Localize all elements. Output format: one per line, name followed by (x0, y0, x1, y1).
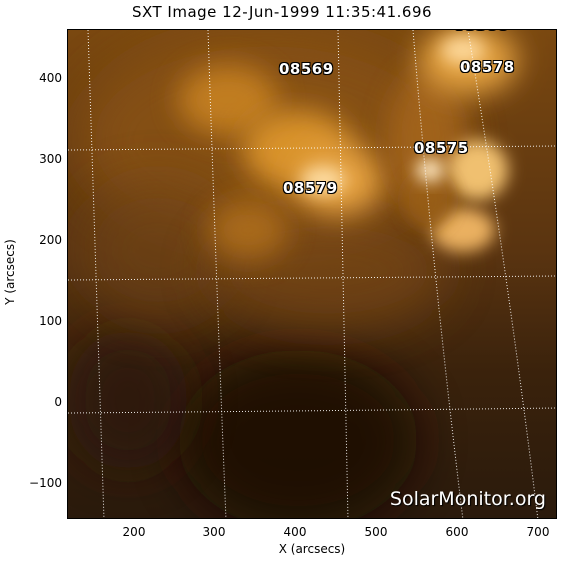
solar-image-panel: 08569 08578 08575 08579 08566 SolarMonit… (67, 29, 557, 519)
solarmonitor-watermark: SolarMonitor.org (389, 488, 546, 510)
x-tick-label: 500 (364, 525, 388, 539)
x-tick-label: 400 (283, 525, 307, 539)
x-tick-label: 200 (122, 525, 146, 539)
y-tick-label: −100 (29, 476, 62, 490)
image-title: SXT Image 12-Jun-1999 11:35:41.696 (131, 3, 433, 21)
x-axis-label: X (arcsecs) (278, 542, 346, 556)
x-tick-label: 300 (202, 525, 226, 539)
y-tick-label: 300 (39, 152, 62, 166)
region-08578-label: 08578 (460, 58, 515, 76)
region-08575-label: 08575 (414, 139, 469, 157)
region-08566-label: 08566 (454, 30, 509, 34)
x-tick-label: 600 (445, 525, 469, 539)
y-tick-label: 200 (39, 233, 62, 247)
x-tick-label: 700 (526, 525, 550, 539)
y-tick-label: 400 (39, 71, 62, 85)
y-tick-label: 0 (54, 395, 62, 409)
y-tick-label: 100 (39, 314, 62, 328)
solar-xray-image (68, 30, 556, 518)
region-08569-label: 08569 (279, 60, 334, 78)
y-axis-label: Y (arcsecs) (3, 239, 17, 305)
region-08579-label: 08579 (283, 179, 338, 197)
